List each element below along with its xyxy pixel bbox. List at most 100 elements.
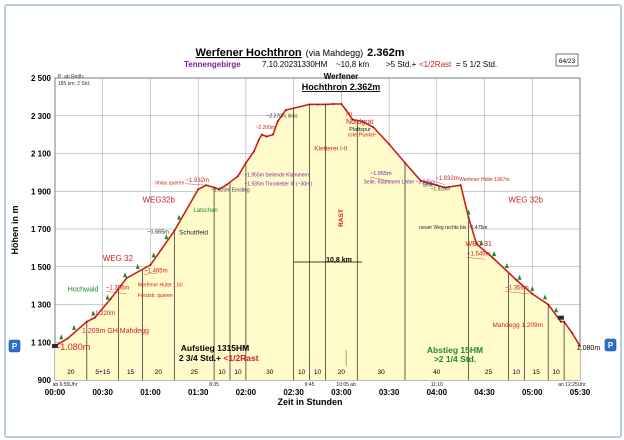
annotation-a-1665: ~1.665m bbox=[147, 230, 169, 236]
annotation-kletterei: Kletterei I-II bbox=[314, 146, 347, 153]
annotation-plattspur: Plattspur bbox=[349, 127, 371, 133]
annotation-weg32b-left: WEG32b bbox=[143, 196, 176, 205]
annotation-a-2270: ~2.270m links bbox=[267, 114, 298, 120]
profile-point bbox=[563, 320, 565, 323]
page-number: 64/23 bbox=[559, 58, 576, 65]
segment-minutes-label: 10 bbox=[218, 369, 226, 376]
corner-note-1: P: ab Reith: bbox=[58, 74, 84, 80]
annotation-a-1932r: ~1.932m bbox=[435, 176, 459, 182]
annotation-neuer-weg: neuer Weg rechts bis ~1.475m bbox=[419, 225, 487, 231]
annotation-hochwald: Hochwald bbox=[68, 286, 99, 293]
segment-minutes-label: 10 bbox=[234, 369, 242, 376]
corner-note-2: 185 km; 2 Std. bbox=[58, 81, 90, 87]
x-tick-label: 03:30 bbox=[379, 388, 400, 397]
descent-summary-time: >2 1/4 Std. bbox=[434, 354, 476, 364]
annotation-leader bbox=[89, 316, 92, 321]
segment-minutes-label: 30 bbox=[378, 369, 386, 376]
x-axis-title: Zeit in Stunden bbox=[278, 397, 343, 407]
profile-point bbox=[404, 162, 406, 164]
profile-point bbox=[218, 188, 220, 191]
annotation-werfener-huette: Werfener Hütte 1967m bbox=[459, 177, 510, 183]
annotation-layer: ~1.080m 1.080m 1.209m GH Mahdegg Mahdegg 1.… bbox=[55, 112, 600, 352]
summit-label-line2: Hochthron 2.362m bbox=[302, 82, 381, 92]
profile-point bbox=[332, 103, 335, 105]
marks-layer bbox=[52, 103, 581, 380]
segment-minutes-label: 40 bbox=[433, 369, 441, 376]
ticks-layer: 900 1 100 1 300 1 500 1 700 1 900 2 100 2 300 2 … bbox=[31, 74, 591, 397]
profile-point bbox=[420, 180, 422, 182]
annotation-a-1932l: ~1.932m bbox=[186, 178, 210, 184]
segment-minutes-label: 10 bbox=[314, 369, 322, 376]
annotation-leader bbox=[144, 273, 157, 275]
ascent-summary-time: 2 3/4 Std.+ bbox=[179, 353, 221, 363]
x-tick-label: 05:00 bbox=[522, 388, 543, 397]
profile-point bbox=[560, 320, 562, 323]
total-time-label: = 5 1/2 Std. bbox=[456, 60, 497, 69]
annotation-l-ii: I-II bbox=[346, 112, 352, 118]
profile-point bbox=[253, 150, 255, 153]
tree-icon bbox=[59, 334, 64, 340]
tree-icon bbox=[177, 214, 182, 220]
small-time-1: 8:35 bbox=[209, 382, 219, 388]
annotation-leader bbox=[185, 183, 207, 186]
profile-point bbox=[85, 320, 88, 323]
profile-point bbox=[257, 139, 260, 142]
annotation-a-2200: ~2.200m bbox=[256, 125, 276, 131]
annotation-weg32b-right: WEG 32b bbox=[508, 196, 543, 205]
profile-point bbox=[316, 103, 319, 106]
tree-icon bbox=[530, 285, 535, 291]
profile-point bbox=[531, 293, 534, 295]
profile-point bbox=[237, 175, 239, 178]
segment-minutes-label: 20 bbox=[338, 369, 346, 376]
profile-point bbox=[125, 277, 128, 279]
segment-minutes-label: 25 bbox=[191, 369, 199, 376]
tree-icon bbox=[123, 272, 127, 278]
time-label: >5 Std.+ bbox=[386, 60, 417, 69]
annotation-gh-mahdegg: 1.209m GH Mahdegg bbox=[82, 328, 149, 335]
tree-icon bbox=[543, 294, 547, 300]
annotation-a-1920l: ~1.920m Einstieg bbox=[211, 187, 250, 193]
ascent-label: 1330HM bbox=[297, 60, 328, 69]
x-tick-label: 03:00 bbox=[331, 388, 352, 397]
y-tick-label: 1 500 bbox=[31, 263, 52, 272]
next-page-button[interactable]: P bbox=[604, 338, 617, 352]
small-time-3: 10:05 ab bbox=[336, 382, 356, 388]
annotation-a-1465: ~1.465m bbox=[144, 268, 168, 274]
page-number-box bbox=[555, 53, 579, 67]
rast-label: RAST bbox=[338, 209, 345, 227]
descent-summary-title: Abstieg 15HM bbox=[427, 345, 483, 355]
annotation-leader bbox=[505, 291, 530, 295]
profile-point bbox=[66, 337, 69, 340]
profile-point bbox=[324, 103, 327, 106]
segment-minutes-label: 5+15 bbox=[95, 369, 110, 376]
date-label: 7.10.2023 bbox=[262, 60, 298, 69]
annotation-a-1955l: ~1.955m Seilende Klammern bbox=[244, 173, 309, 179]
x-tick-label: 01:00 bbox=[140, 388, 161, 397]
annotation-schuttfeld: Schuttfeld bbox=[179, 230, 208, 237]
ascent-summary-rest: <1/2Rast bbox=[223, 353, 258, 363]
y-tick-label: 1 300 bbox=[31, 301, 52, 310]
prev-page-button[interactable]: P bbox=[8, 339, 21, 353]
annotation-a-1549: ~1.549m bbox=[467, 251, 491, 257]
tree-icon bbox=[504, 262, 509, 268]
tree-icon bbox=[91, 310, 96, 316]
segment-minutes-label: 25 bbox=[485, 369, 493, 376]
profile-point bbox=[443, 186, 446, 189]
profile-point bbox=[245, 162, 247, 164]
annotation-mahdegg-right: Mahdegg 1.209m bbox=[493, 322, 544, 329]
y-tick-label: 1 900 bbox=[31, 187, 52, 196]
profile-point bbox=[361, 120, 363, 123]
annotation-start-elev: ~1.080m bbox=[55, 342, 90, 352]
tree-icon bbox=[492, 250, 497, 256]
y-tick-label: 1 100 bbox=[31, 338, 52, 347]
segment-minutes-label: 15 bbox=[127, 369, 135, 376]
segment-minutes-label: 10 bbox=[553, 369, 561, 376]
profile-point bbox=[225, 183, 228, 186]
tree-icon bbox=[554, 307, 559, 313]
tree-icon bbox=[135, 263, 140, 269]
ascent-summary-title: Aufstieg 1315HM bbox=[181, 343, 250, 353]
elevation-area bbox=[55, 104, 580, 380]
annotation-a-1920r: ~1.920m bbox=[431, 187, 451, 193]
annotation-a-1955r: ~1.955m bbox=[370, 171, 392, 177]
region-label: Tennengebirge bbox=[184, 60, 241, 69]
